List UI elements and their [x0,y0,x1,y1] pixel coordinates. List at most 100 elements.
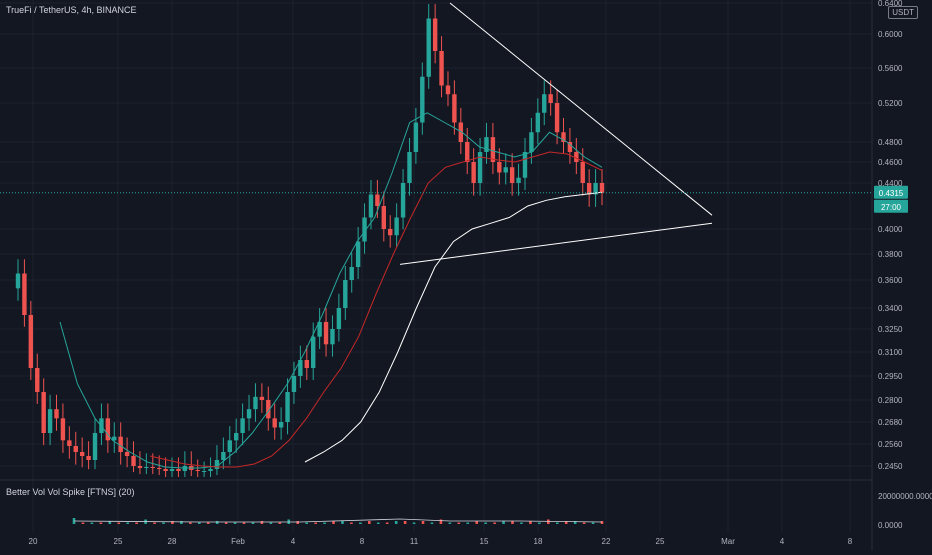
price-tick-label: 0.3250 [878,325,903,334]
candle-body [439,51,444,86]
candle-body [452,94,457,123]
volume-bar [600,521,604,524]
candle-body [105,418,111,441]
time-tick-label: Feb [231,537,245,546]
candle-body [471,162,476,183]
volume-bar [448,522,452,524]
time-tick-label: 11 [410,537,419,546]
volume-bar [421,521,425,524]
candle-body [375,194,380,206]
current-price-badge [874,185,908,199]
candle-body [208,469,213,471]
symbol-title: TrueFi / TetherUS, 4h, BINANCE [6,5,137,15]
volume-bar [466,522,470,524]
candle-body [330,329,335,345]
ema-slow-line [304,191,603,463]
time-tick-label: 18 [534,537,543,546]
volume-bar [278,522,282,524]
volume-bar [368,521,371,524]
time-tick-label: Mar [721,537,735,546]
volume-bar [153,522,156,524]
candle-body [79,452,85,456]
candle-body [86,456,91,460]
time-tick-label: 15 [480,537,489,546]
price-tick-label: 0.2560 [878,440,903,449]
candle-body [503,167,508,173]
price-tick-label: 0.4600 [878,158,903,167]
time-tick-label: 28 [168,537,177,546]
axes: 0.4315 27:00 0.6400 0.6000 0.5600 0.5200 0.480… [29,0,932,546]
candle-body [599,183,605,193]
candle-body [574,152,579,162]
price-tick-label: 0.5600 [878,64,903,73]
volume-bar [511,521,514,524]
candle-body [548,94,553,103]
current-price-label: 0.4315 [879,189,904,198]
candle-body [163,469,168,471]
volume-bar [394,521,398,524]
price-tick-label: 0.3600 [878,276,903,285]
candle-body [542,94,547,113]
candle-body [317,322,322,337]
volume-bar [269,522,273,524]
candles-group [15,4,605,477]
price-tick-label: 0.2950 [878,372,903,381]
price-tick-label: 0.3100 [878,348,903,357]
candle-body [445,85,451,95]
candle-body [227,440,232,452]
volume-bar [305,522,308,524]
candle-body [311,336,316,368]
volume-bar [359,522,362,524]
candle-body [285,392,290,422]
volume-bar [341,521,344,524]
candle-body [567,142,573,152]
volume-bar [162,522,165,524]
volume-bar [314,522,317,524]
candle-body [420,76,425,123]
candle-body [304,360,309,368]
volume-bar [108,521,112,524]
countdown-badge [874,199,908,213]
price-tick-label: 0.2450 [878,462,903,471]
volume-tick-label: 20000000.0000 [878,492,932,501]
volume-bar [332,521,335,524]
candle-body [394,217,399,236]
price-tick-label: 0.6400 [878,0,903,8]
volume-pane [72,518,604,524]
candle-body [60,418,66,441]
volume-bar [90,522,94,524]
candle-body [355,241,361,267]
candle-body [240,418,245,433]
candle-body [535,112,541,133]
volume-bar [260,521,264,524]
volume-bar [171,521,174,524]
candle-body [432,18,438,51]
currency-badge[interactable]: USDT [888,6,918,19]
candle-body [259,396,265,400]
candle-body [291,376,297,392]
candle-body [118,436,123,452]
price-tick-label: 0.4000 [878,225,903,234]
volume-bar [385,522,389,524]
candle-body [246,409,252,419]
candle-body [388,229,393,236]
ema-fast-line [59,112,603,469]
time-tick-label: 4 [780,537,785,546]
candle-body [92,433,98,460]
volume-bar [582,522,586,524]
candle-body [580,162,585,183]
candle-body [426,18,431,77]
volume-bar [81,522,85,524]
candle-body [586,183,592,195]
price-tick-label: 0.2800 [878,396,903,405]
volume-bar [233,522,237,524]
candle-body [529,132,534,152]
time-tick-label: 8 [360,537,365,546]
candle-body [381,206,387,229]
candle-body [497,162,502,173]
price-tick-label: 0.5200 [878,99,903,108]
candle-body [407,152,412,183]
